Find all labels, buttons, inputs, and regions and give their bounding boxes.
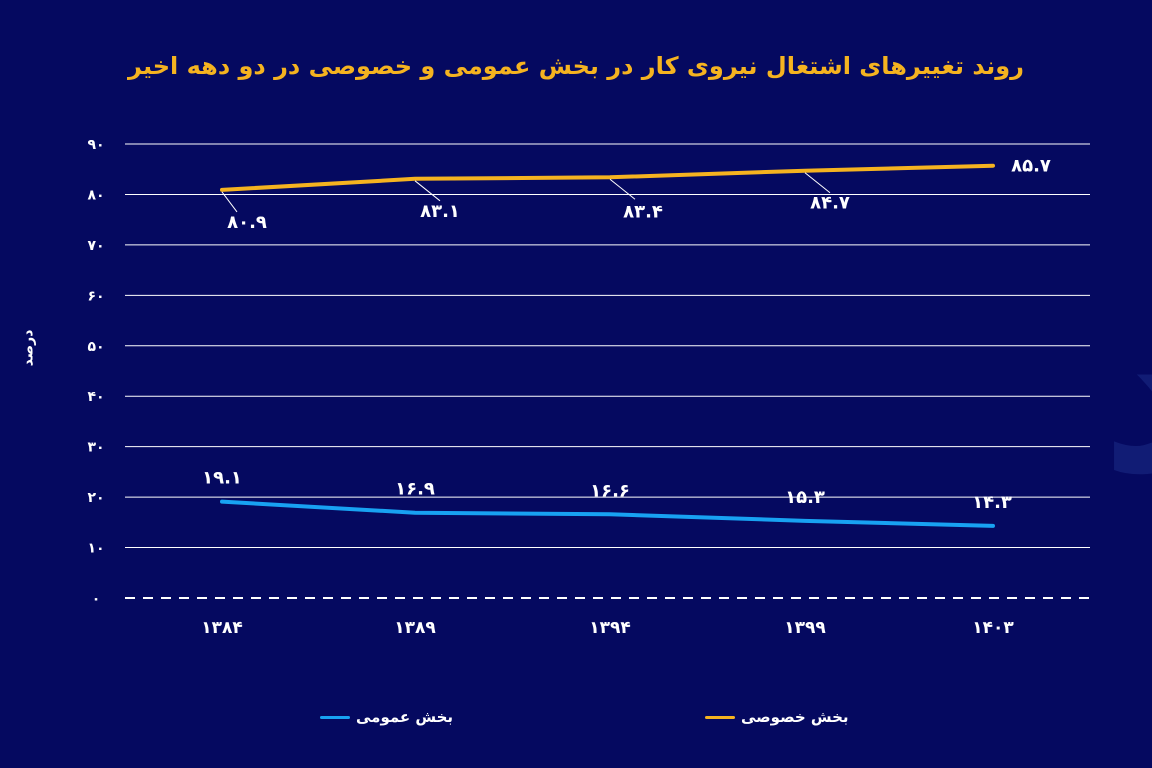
data-point xyxy=(804,169,806,172)
data-label: ۱۶.۶ xyxy=(590,480,630,501)
y-tick-label: ۶۰ xyxy=(87,288,104,304)
data-point xyxy=(609,513,611,516)
leader-line xyxy=(609,178,636,200)
x-tick-label: ۱۳۹۴ xyxy=(589,618,631,638)
data-label: ۸۰.۹ xyxy=(227,212,267,233)
data-label: ۱۹.۱ xyxy=(202,468,242,489)
leader-line xyxy=(414,180,441,202)
legend-item-private: بخش خصوصی xyxy=(705,708,849,726)
y-tick-label: ۸۰ xyxy=(87,187,104,203)
data-point xyxy=(221,500,223,503)
public-sector-line xyxy=(220,499,995,528)
data-point xyxy=(221,188,223,191)
x-tick-label: ۱۳۸۴ xyxy=(201,618,243,638)
x-tick-label: ۱۴۰۳ xyxy=(972,618,1014,638)
data-label: ۸۴.۷ xyxy=(810,193,850,214)
legend-swatch-private xyxy=(705,715,735,719)
data-point xyxy=(804,519,806,522)
x-tick-label: ۱۳۹۹ xyxy=(784,618,826,638)
y-tick-label: ۷۰ xyxy=(87,238,104,254)
y-tick-label: ۳۰ xyxy=(87,440,104,456)
data-label: ۱۴.۳ xyxy=(972,492,1012,513)
legend-item-public: بخش عمومی xyxy=(320,708,453,726)
data-label: ۱۶.۹ xyxy=(395,479,435,500)
leader-line xyxy=(221,191,238,213)
y-tick-label: ۰ xyxy=(92,591,101,607)
private-sector-line xyxy=(220,163,995,192)
legend-label-public: بخش عمومی xyxy=(356,708,454,726)
data-point xyxy=(414,511,416,514)
data-label: ۱۵.۳ xyxy=(785,487,825,508)
y-tick-label: ۲۰ xyxy=(87,490,104,506)
y-tick-label: ۴۰ xyxy=(87,389,104,405)
data-label: ۸۵.۷ xyxy=(1011,156,1051,177)
chart-title: روند تغییرهای اشتغال نیروی کار در بخش عم… xyxy=(128,52,1024,80)
data-point xyxy=(414,177,416,180)
legend-label-private: بخش خصوصی xyxy=(741,708,849,726)
data-point xyxy=(609,176,611,179)
data-label: ۸۳.۴ xyxy=(623,201,663,222)
data-label: ۸۳.۱ xyxy=(420,201,460,222)
y-tick-label: ۹۰ xyxy=(87,137,104,153)
leader-line xyxy=(804,172,831,194)
watermark: دنیای اقتصاد xyxy=(1100,258,1152,525)
data-point xyxy=(992,524,994,527)
data-point xyxy=(992,164,994,167)
y-tick-label: ۱۰ xyxy=(87,541,104,557)
x-tick-label: ۱۳۸۹ xyxy=(394,618,436,638)
y-tick-label: ۵۰ xyxy=(87,339,104,355)
legend-swatch-public xyxy=(320,715,350,719)
